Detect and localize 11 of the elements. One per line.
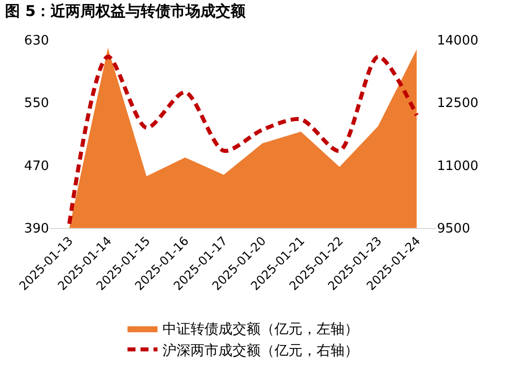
y2-tick-label: 12500 — [437, 96, 478, 112]
y2-tick-label: 9500 — [437, 222, 470, 237]
y-tick-label: 550 — [24, 96, 49, 112]
legend-label: 沪深两市成交额（亿元，右轴） — [162, 342, 358, 359]
legend-label: 中证转债成交额（亿元，左轴） — [162, 322, 358, 338]
y2-tick-label: 11000 — [437, 158, 478, 174]
y2-tick-label: 14000 — [437, 34, 478, 49]
y-tick-label: 390 — [24, 222, 49, 237]
y-tick-label: 470 — [24, 158, 49, 174]
y-tick-label: 630 — [24, 34, 49, 49]
chart-title: 图 5：近两周权益与转债市场成交额 — [5, 2, 247, 20]
